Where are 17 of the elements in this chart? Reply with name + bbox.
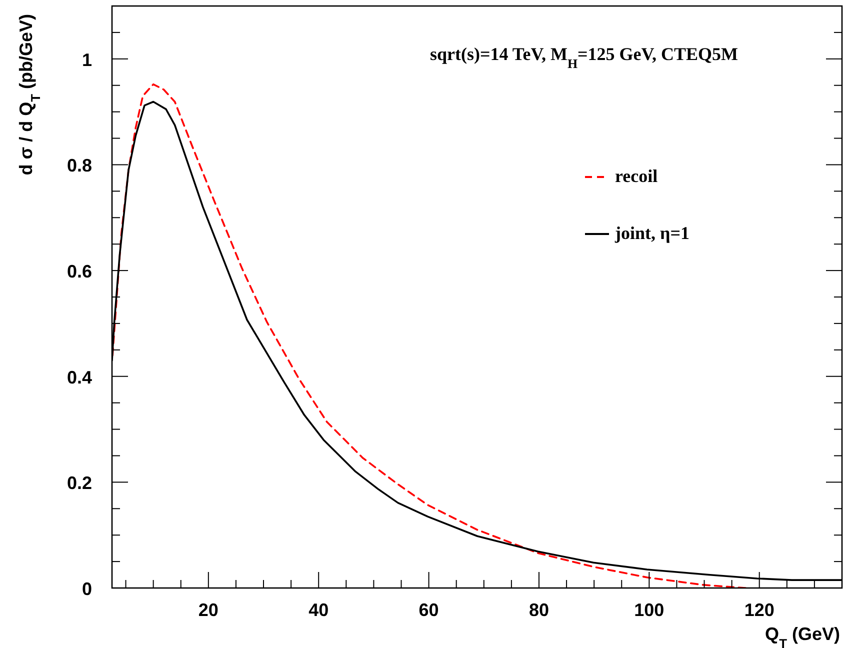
x-tick-label: 100 xyxy=(634,600,664,620)
y-tick-label: 0.8 xyxy=(66,156,92,176)
x-tick-label: 120 xyxy=(744,600,774,620)
y-tick-label: 1 xyxy=(82,50,92,70)
x-tick-label: 20 xyxy=(198,600,218,620)
y-tick-label: 0 xyxy=(82,579,92,599)
legend-label: joint, η=1 xyxy=(614,223,690,243)
y-tick-label: 0.4 xyxy=(66,367,92,388)
line-series xyxy=(112,83,746,588)
x-tick-label: 80 xyxy=(528,600,549,620)
x-tick-label: 40 xyxy=(308,600,329,620)
y-tick-label: 0.6 xyxy=(66,262,92,282)
y-tick-label: 0.2 xyxy=(66,473,92,494)
legend-label: recoil xyxy=(615,166,658,186)
annotation: sqrt(s)=14 TeV, M$_{H}$=125 GeV, CTEQ5M xyxy=(430,44,738,70)
x-axis-title: Q$_{T}$ (GeV) xyxy=(765,624,840,648)
x-tick-label: 60 xyxy=(418,600,439,620)
